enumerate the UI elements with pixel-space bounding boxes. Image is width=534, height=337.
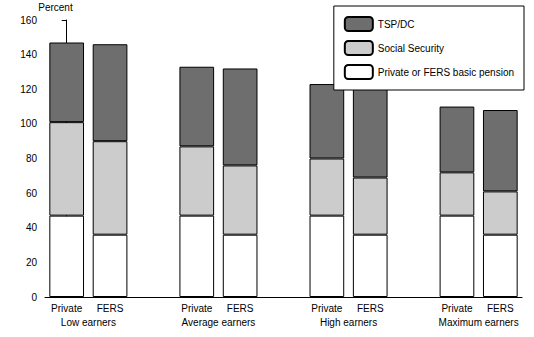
svg-text:Percent: Percent xyxy=(38,2,73,13)
svg-text:Low earners: Low earners xyxy=(61,317,116,328)
svg-text:80: 80 xyxy=(26,153,38,164)
svg-text:0: 0 xyxy=(31,292,37,303)
svg-text:100: 100 xyxy=(20,118,37,129)
svg-text:Private: Private xyxy=(51,303,83,314)
svg-text:140: 140 xyxy=(20,49,37,60)
svg-text:Social Security: Social Security xyxy=(378,43,444,54)
svg-text:FERS: FERS xyxy=(357,303,384,314)
svg-text:20: 20 xyxy=(26,257,38,268)
svg-text:High earners: High earners xyxy=(320,317,377,328)
svg-text:Private: Private xyxy=(181,303,213,314)
svg-text:FERS: FERS xyxy=(97,303,124,314)
svg-text:120: 120 xyxy=(20,84,37,95)
svg-text:40: 40 xyxy=(26,222,38,233)
svg-text:TSP/DC: TSP/DC xyxy=(378,19,415,30)
svg-text:Average earners: Average earners xyxy=(182,317,256,328)
svg-text:Maximum earners: Maximum earners xyxy=(439,317,519,328)
svg-text:160: 160 xyxy=(20,15,37,26)
svg-text:FERS: FERS xyxy=(487,303,514,314)
svg-text:Private or FERS basic pension: Private or FERS basic pension xyxy=(378,67,514,78)
svg-text:60: 60 xyxy=(26,188,38,199)
svg-text:Private: Private xyxy=(311,303,343,314)
svg-text:Private: Private xyxy=(441,303,473,314)
svg-text:FERS: FERS xyxy=(227,303,254,314)
